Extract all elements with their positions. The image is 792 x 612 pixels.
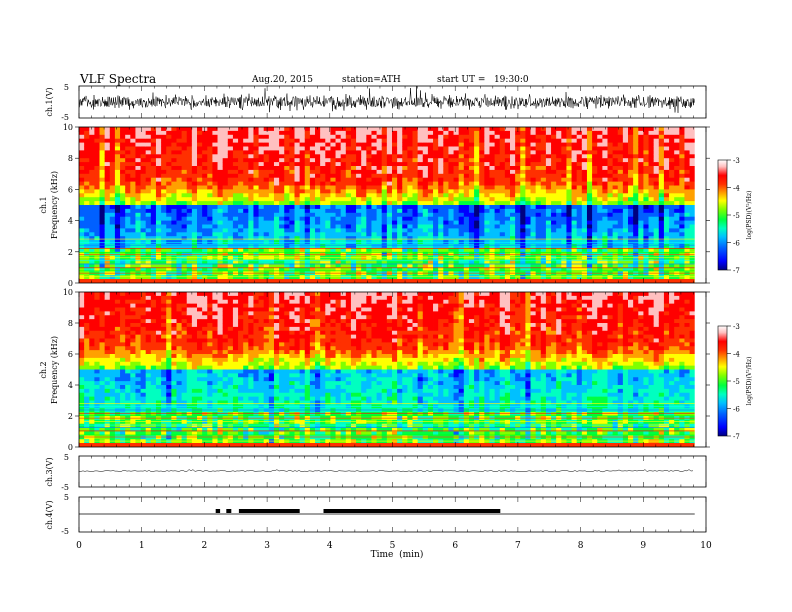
ch2-colorbar-label: log(PSD)(V²/Hz) xyxy=(746,357,753,406)
freq-tick-label-2-2: 4 xyxy=(68,381,73,390)
time-tick-labels: 0 1 2 3 4 5 6 7 8 9 10 xyxy=(76,541,712,551)
ch1-channel-label: ch.1 xyxy=(39,196,48,213)
time-tick-label-9: 9 xyxy=(640,541,646,551)
ch3-waveform-trace xyxy=(78,469,694,473)
colorbar-tick-label-2-0: -3 xyxy=(733,323,740,331)
freq-tick-label-2-3: 6 xyxy=(68,350,73,359)
ch1-colorbar-label: log(PSD)(V²/Hz) xyxy=(746,191,753,240)
colorbar-tick-label-2-3: -6 xyxy=(733,406,740,414)
freq-tick-label-2-1: 2 xyxy=(68,412,73,421)
ch4-bursts xyxy=(215,509,501,513)
colorbar-tick-label-1-4: -7 xyxy=(733,267,740,275)
colorbar-tick-label-1-2: -5 xyxy=(733,212,740,220)
ch1-frequency-ticks: 0 2 4 6 8 10 xyxy=(63,123,710,288)
ch1-waveform-trace xyxy=(79,86,695,113)
colorbar-tick-label-1-0: -3 xyxy=(733,157,740,165)
ch2-spectrogram-panel: 0 2 4 6 8 10 ch.2 Frequency (kHz) xyxy=(39,288,710,452)
freq-tick-label-1-0: 0 xyxy=(68,279,73,288)
time-tick-label-1: 1 xyxy=(139,541,145,551)
time-tick-label-0: 0 xyxy=(76,541,82,551)
freq-tick-label-1-1: 2 xyxy=(68,248,73,257)
ch2-colorbar-gradient xyxy=(717,325,728,437)
ch1-spectrogram-image xyxy=(79,127,706,283)
ch3-waveform-ylabel: ch.3(V) xyxy=(45,457,54,486)
ch4-burst-3 xyxy=(323,509,501,513)
ch3-waveform-panel: 5 -5 ch.3(V) xyxy=(45,453,707,492)
time-tick-label-10: 10 xyxy=(700,541,712,551)
ch2-spectrogram-image xyxy=(79,292,706,447)
ch1-waveform-panel: 5 -5 ch.1(V) xyxy=(45,83,707,122)
ch2-colorbar: -3 -4 -5 -6 -7 log(PSD)(V²/Hz) xyxy=(717,323,753,441)
ch4-waveform-ylabel: ch.4(V) xyxy=(45,500,54,529)
ch1-ytick-bottom: -5 xyxy=(61,113,69,122)
ch4-ytick-bottom: -5 xyxy=(61,527,69,536)
colorbar-tick-label-2-4: -7 xyxy=(733,433,740,441)
ch4-burst-0 xyxy=(215,509,221,513)
ch1-spectrogram-panel: 0 2 4 6 8 10 ch.1 Frequency (kHz) xyxy=(39,123,710,288)
ch1-waveform-ylabel: ch.1(V) xyxy=(45,87,54,116)
freq-tick-label-1-4: 8 xyxy=(68,154,73,163)
freq-tick-label-2-0: 0 xyxy=(68,443,73,452)
freq-tick-label-1-2: 4 xyxy=(68,217,73,226)
colorbar-tick-label-1-1: -4 xyxy=(733,185,740,193)
ch4-burst-1 xyxy=(226,509,232,513)
ch2-frequency-ticks: 0 2 4 6 8 10 xyxy=(63,288,710,452)
colorbar-tick-label-1-3: -6 xyxy=(733,240,740,248)
ch1-frequency-label: Frequency (kHz) xyxy=(50,171,59,239)
time-ticks xyxy=(78,86,707,532)
time-tick-label-8: 8 xyxy=(578,541,584,551)
freq-tick-label-1-5: 10 xyxy=(63,123,73,132)
ch4-ytick-top: 5 xyxy=(64,493,69,502)
ch1-colorbar-gradient xyxy=(717,159,728,271)
colorbar-tick-label-2-1: -4 xyxy=(733,351,740,359)
time-tick-label-3: 3 xyxy=(264,541,270,551)
ch2-frequency-label: Frequency (kHz) xyxy=(50,336,59,404)
time-tick-label-7: 7 xyxy=(515,541,521,551)
freq-tick-label-1-3: 6 xyxy=(68,185,73,194)
ch1-ytick-top: 5 xyxy=(64,83,69,92)
time-tick-label-2: 2 xyxy=(202,541,208,551)
date-label: Aug.20, 2015 xyxy=(251,75,313,85)
ch3-ytick-top: 5 xyxy=(64,453,69,462)
ch1-colorbar: -3 -4 -5 -6 -7 log(PSD)(V²/Hz) xyxy=(717,157,753,275)
time-axis-label: Time (min) xyxy=(371,549,424,560)
station-label: station=ATH xyxy=(342,75,401,85)
time-tick-label-5: 5 xyxy=(390,541,396,551)
ch4-burst-2 xyxy=(238,509,300,513)
colorbar-tick-label-2-2: -5 xyxy=(733,378,740,386)
start-time-label: start UT = 19:30:0 xyxy=(437,75,529,85)
freq-tick-label-2-4: 8 xyxy=(68,319,73,328)
time-tick-label-4: 4 xyxy=(327,541,333,551)
ch4-waveform-frame xyxy=(78,496,707,533)
ch2-channel-label: ch.2 xyxy=(39,361,48,378)
freq-tick-label-2-5: 10 xyxy=(63,288,73,297)
ch4-waveform-panel: 5 -5 ch.4(V) xyxy=(45,493,707,536)
time-tick-label-6: 6 xyxy=(452,541,458,551)
ch3-ytick-bottom: -5 xyxy=(61,483,69,492)
figure-title: VLF Spectra xyxy=(79,72,156,86)
